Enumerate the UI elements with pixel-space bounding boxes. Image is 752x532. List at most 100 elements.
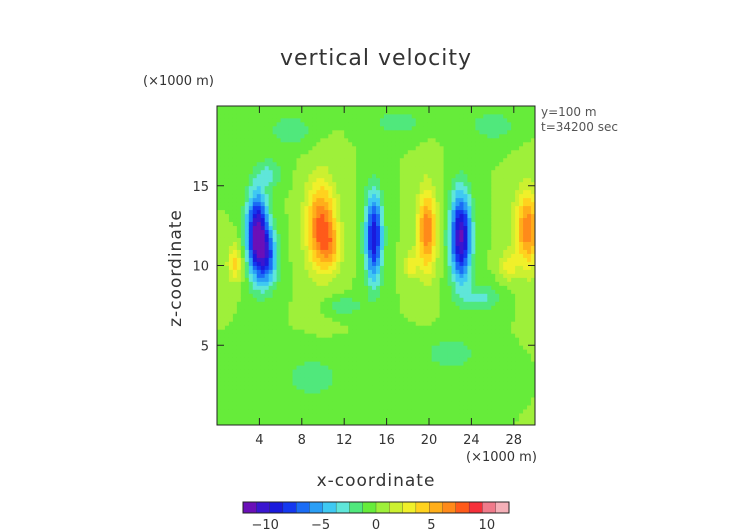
heatmap-cell <box>395 229 401 234</box>
heatmap-cell <box>316 289 321 294</box>
heatmap-cell <box>224 245 230 250</box>
heatmap-cell <box>284 269 289 274</box>
heatmap-cell <box>284 249 289 254</box>
heatmap-cell <box>272 173 278 179</box>
heatmap-cell <box>232 381 238 386</box>
heatmap-cell <box>244 201 250 207</box>
heatmap-cell <box>240 349 246 354</box>
heatmap-cell <box>248 233 254 238</box>
heatmap-cell <box>387 361 393 366</box>
heatmap-cell <box>352 221 357 227</box>
heatmap-cell <box>387 393 393 398</box>
heatmap-cell <box>344 217 349 223</box>
heatmap-cell <box>443 357 448 362</box>
heatmap-cell <box>336 145 341 151</box>
heatmap-cell <box>328 189 333 195</box>
heatmap-cell <box>308 113 313 119</box>
heatmap-cell <box>395 161 401 167</box>
heatmap-cell <box>288 421 293 426</box>
heatmap-cell <box>244 421 250 426</box>
heatmap-cell <box>236 269 242 274</box>
heatmap-cell <box>431 245 437 250</box>
heatmap-cell <box>411 297 417 302</box>
heatmap-cell <box>336 141 341 147</box>
heatmap-cell <box>376 106 381 111</box>
heatmap-cell <box>288 377 293 382</box>
heatmap-cell <box>403 229 409 234</box>
heatmap-cell <box>340 329 345 334</box>
heatmap-cell <box>395 181 401 187</box>
heatmap-cell <box>264 405 270 410</box>
heatmap-cell <box>328 401 333 406</box>
heatmap-cell <box>352 357 357 362</box>
heatmap-cell <box>332 265 337 270</box>
heatmap-cell <box>300 141 305 147</box>
heatmap-cell <box>280 413 285 418</box>
heatmap-cell <box>364 257 369 262</box>
heatmap-cell <box>224 417 230 422</box>
heatmap-cell <box>352 229 357 234</box>
heatmap-cell <box>244 377 250 382</box>
heatmap-cell <box>376 237 381 242</box>
heatmap-cell <box>348 169 353 175</box>
heatmap-cell <box>232 109 238 115</box>
heatmap-cell <box>268 353 274 358</box>
heatmap-cell <box>368 365 373 370</box>
heatmap-cell <box>415 205 421 211</box>
heatmap-cell <box>308 261 313 266</box>
heatmap-cell <box>312 161 317 167</box>
heatmap-cell <box>280 193 285 199</box>
heatmap-cell <box>320 289 325 294</box>
heatmap-cell <box>376 121 381 127</box>
heatmap-cell <box>220 141 226 147</box>
heatmap-cell <box>443 197 448 203</box>
heatmap-cell <box>372 217 377 223</box>
heatmap-cell <box>340 393 345 398</box>
heatmap-cell <box>423 273 429 278</box>
heatmap-cell <box>220 293 226 298</box>
heatmap-cell <box>316 421 321 426</box>
heatmap-cell <box>244 185 250 191</box>
heatmap-cell <box>407 217 413 223</box>
heatmap-cell <box>328 413 333 418</box>
heatmap-cell <box>379 405 385 410</box>
heatmap-cell <box>443 225 448 231</box>
heatmap-cell <box>240 421 246 426</box>
heatmap-cell <box>296 317 301 322</box>
heatmap-cell <box>419 345 425 350</box>
heatmap-cell <box>220 149 226 155</box>
heatmap-cell <box>248 185 254 191</box>
heatmap-cell <box>376 337 381 342</box>
heatmap-cell <box>419 381 425 386</box>
heatmap-cell <box>427 317 433 322</box>
heatmap-cell <box>300 177 305 183</box>
heatmap-cell <box>427 329 433 334</box>
heatmap-cell <box>224 133 230 139</box>
heatmap-cell <box>284 301 289 306</box>
heatmap-cell <box>256 173 262 179</box>
heatmap-cell <box>256 309 262 314</box>
heatmap-cell <box>403 405 409 410</box>
heatmap-cell <box>423 137 429 143</box>
heatmap-cell <box>344 133 349 139</box>
heatmap-cell <box>320 141 325 147</box>
heatmap-cell <box>217 109 222 115</box>
heatmap-cell <box>224 385 230 390</box>
heatmap-cell <box>427 293 433 298</box>
heatmap-cell <box>411 257 417 262</box>
heatmap-cell <box>252 341 258 346</box>
heatmap-cell <box>308 205 313 211</box>
heatmap-cell <box>427 229 433 234</box>
heatmap-cell <box>407 381 413 386</box>
heatmap-cell <box>387 377 393 382</box>
heatmap-cell <box>419 373 425 378</box>
heatmap-cell <box>296 229 301 234</box>
heatmap-cell <box>431 133 437 139</box>
heatmap-cell <box>447 281 452 286</box>
heatmap-cell <box>316 393 321 398</box>
heatmap-cell <box>455 193 460 199</box>
heatmap-cell <box>288 225 293 231</box>
heatmap-cell <box>360 225 365 231</box>
heatmap-cell <box>260 369 266 374</box>
heatmap-cell <box>300 273 305 278</box>
